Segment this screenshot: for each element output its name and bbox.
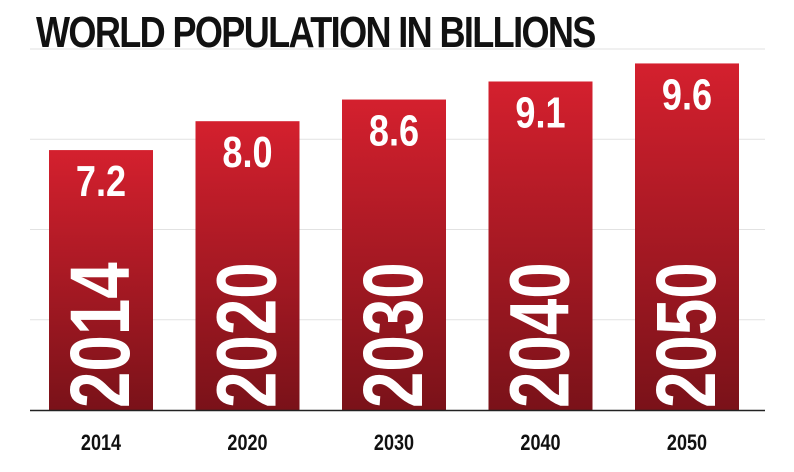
bar-2020 bbox=[195, 121, 300, 410]
bar-2050 bbox=[635, 63, 739, 410]
x-tick-label: 2040 bbox=[520, 431, 560, 455]
value-label: 7.2 bbox=[76, 157, 126, 206]
value-label: 9.1 bbox=[515, 88, 565, 137]
bar-year-label: 2030 bbox=[346, 262, 440, 408]
x-tick-label: 2030 bbox=[374, 431, 414, 455]
bar-2014 bbox=[49, 150, 153, 410]
bar-year-label: 2050 bbox=[639, 262, 733, 408]
bar-year-label: 2040 bbox=[493, 262, 587, 408]
x-tick-label: 2020 bbox=[227, 431, 267, 455]
value-label: 9.6 bbox=[662, 70, 712, 119]
bar-year-label: 2020 bbox=[200, 262, 294, 408]
bar-year-label: 2014 bbox=[53, 262, 147, 408]
x-tick-label: 2050 bbox=[667, 431, 707, 455]
x-tick-label: 2014 bbox=[81, 431, 122, 455]
value-label: 8.0 bbox=[222, 128, 272, 177]
bar-2030 bbox=[342, 99, 446, 410]
value-label: 8.6 bbox=[369, 106, 419, 155]
bar-2040 bbox=[488, 81, 593, 411]
